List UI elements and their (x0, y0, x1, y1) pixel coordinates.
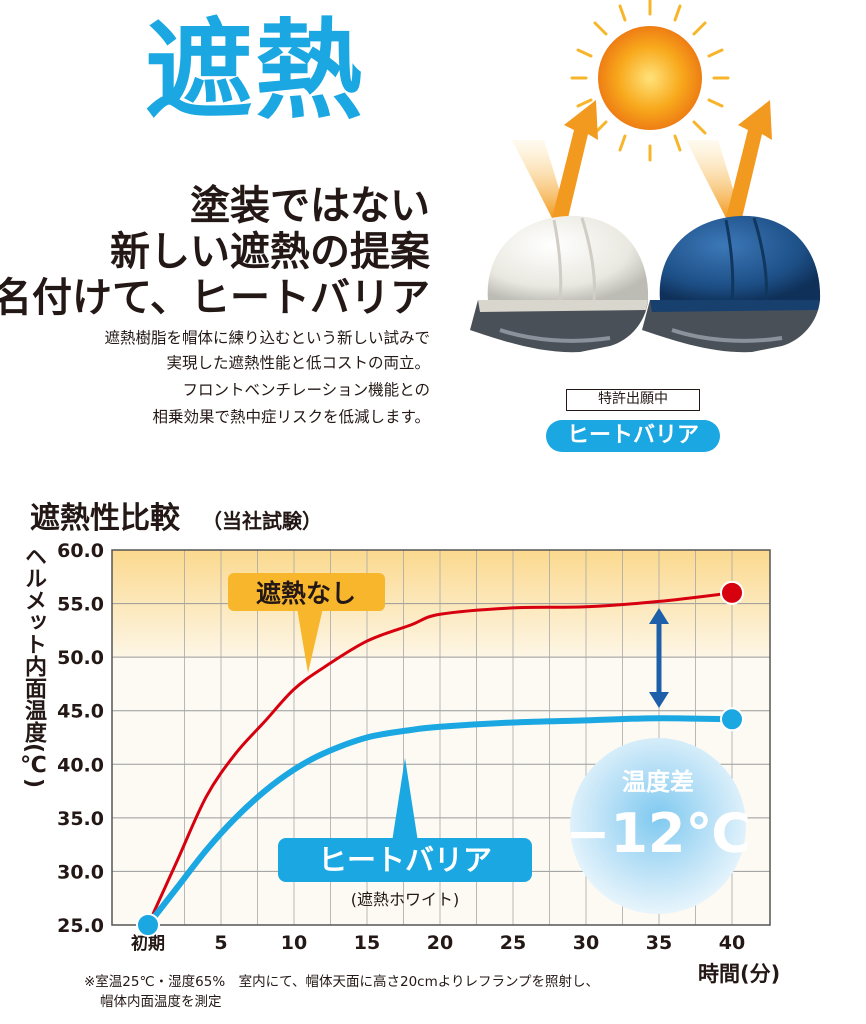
difference-badge: 温度差 −12℃ (565, 738, 751, 914)
white-helmet-image (470, 215, 649, 353)
x-axis-ticks: 初期 5 10 15 20 25 30 35 40 (131, 932, 745, 954)
x-tick-label: 30 (573, 932, 599, 954)
y-tick-label: 30.0 (57, 861, 104, 883)
description-line-2: 実現した遮熱性能と低コストの両立。 (166, 354, 430, 372)
y-tick-label: 50.0 (57, 647, 104, 669)
sun-icon (570, 0, 730, 162)
x-tick-label: 20 (427, 932, 453, 954)
heat-reflect-arrow-icon (512, 100, 598, 218)
y-tick-label: 45.0 (57, 701, 104, 723)
brand-label: ヒートバリア (546, 420, 720, 452)
navy-helmet-image (642, 215, 821, 353)
patent-pending-label: 特許出願中 (566, 389, 700, 411)
blue-series-callout: ヒートバリア (遮熱ホワイト) (278, 758, 532, 909)
description-line-3: フロントベンチレーション機能との (182, 381, 430, 399)
headline-line-1: 塗装ではない (190, 183, 430, 229)
section-title-text: 遮熱性比較 (30, 501, 180, 536)
x-tick-label: 40 (719, 932, 745, 954)
section-title: 遮熱性比較 （当社試験） (30, 493, 322, 537)
footnote-line-1: ※室温25℃・湿度65% 室内にて、帽体天面に高さ20cmよりレフランプを照射し… (84, 974, 600, 990)
description-line-1: 遮熱樹脂を帽体に練り込むという新しい試みで (104, 329, 430, 347)
product-illustration (470, 0, 821, 353)
y-tick-label: 40.0 (57, 754, 104, 776)
series-line-heat-barrier (145, 715, 735, 928)
end-marker-heat-barrier (720, 707, 744, 732)
series-label-heat-barrier: ヒートバリア (318, 843, 492, 877)
y-axis-label: ヘルメット内面温度(℃) (21, 545, 46, 789)
heat-reflect-arrow-icon (686, 100, 772, 218)
section-subtitle: （当社試験） (202, 509, 322, 533)
x-tick-label: 25 (500, 932, 526, 954)
y-axis-ticks: 25.0 30.0 35.0 40.0 45.0 50.0 55.0 60.0 (57, 540, 104, 937)
start-marker (136, 913, 160, 937)
x-tick-label: 5 (214, 932, 227, 954)
series-sublabel-heat-barrier: (遮熱ホワイト) (351, 890, 460, 909)
red-series-callout: 遮熱なし (228, 573, 385, 673)
y-tick-label: 35.0 (57, 808, 104, 830)
difference-badge-value: −12℃ (565, 802, 751, 865)
x-axis-label: 時間(分) (698, 962, 781, 986)
description-line-4: 相乗効果で熱中症リスクを低減します。 (152, 408, 430, 426)
x-tick-label: 初期 (131, 933, 165, 954)
difference-arrow-icon (649, 608, 669, 708)
plot-frame (111, 549, 771, 926)
hero-title: 遮熱 (145, 9, 366, 134)
x-tick-label: 35 (646, 932, 672, 954)
footnote-line-2: 帽体内面温度を測定 (100, 994, 222, 1010)
series-line-no-heat-shield (146, 591, 734, 927)
series-label-no-heat-shield: 遮熱なし (256, 579, 356, 608)
headline-line-2: 新しい遮熱の提案 (110, 229, 430, 275)
temperature-chart: 25.0 30.0 35.0 40.0 45.0 50.0 55.0 60.0 初期 5 10 15… (57, 540, 771, 954)
y-tick-label: 55.0 (57, 594, 104, 616)
x-tick-label: 15 (354, 932, 380, 954)
series-lines (145, 591, 735, 928)
difference-badge-label: 温度差 (622, 768, 694, 796)
y-tick-label: 25.0 (57, 915, 104, 937)
series-markers (136, 580, 744, 937)
headline-line-3: 名付けて、ヒートバリア (0, 275, 430, 321)
y-tick-label: 60.0 (57, 540, 104, 562)
end-marker-no-heat-shield (720, 580, 744, 605)
x-tick-label: 10 (281, 932, 307, 954)
